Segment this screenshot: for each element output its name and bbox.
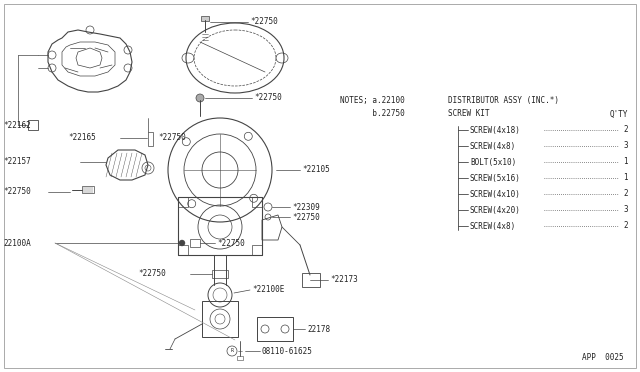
Text: *22165: *22165 (68, 134, 96, 142)
Text: SCREW(4x10): SCREW(4x10) (470, 189, 521, 199)
Text: 22100A: 22100A (3, 238, 31, 247)
Bar (82, 186, 94, 193)
Bar (202, 301, 238, 337)
Text: 2: 2 (623, 189, 628, 199)
Text: *22157: *22157 (3, 157, 31, 167)
Text: R: R (230, 349, 234, 353)
Text: NOTES; a.22100: NOTES; a.22100 (340, 96, 404, 105)
Bar (252, 197, 262, 207)
Bar (257, 317, 293, 341)
Text: *22750: *22750 (217, 238, 244, 247)
Text: 3: 3 (623, 205, 628, 215)
Text: Q'TY: Q'TY (609, 109, 628, 119)
Text: *22750: *22750 (138, 269, 166, 279)
Text: *22173: *22173 (330, 276, 358, 285)
Bar (190, 239, 200, 247)
Bar (178, 197, 262, 255)
Text: SCREW(4x20): SCREW(4x20) (470, 205, 521, 215)
Text: *22750: *22750 (250, 17, 278, 26)
Bar (252, 245, 262, 255)
Text: *22100E: *22100E (252, 285, 284, 295)
Text: *22309: *22309 (292, 202, 320, 212)
Text: SCREW(4x8): SCREW(4x8) (470, 141, 516, 151)
Text: *22750: *22750 (292, 212, 320, 221)
Text: BOLT(5x10): BOLT(5x10) (470, 157, 516, 167)
Bar (302, 273, 320, 287)
Text: SCREW KIT: SCREW KIT (448, 109, 490, 119)
Text: DISTRIBUTOR ASSY (INC.*): DISTRIBUTOR ASSY (INC.*) (448, 96, 559, 105)
Bar (178, 245, 188, 255)
Circle shape (196, 94, 204, 102)
Circle shape (179, 240, 185, 246)
Text: 08110-61625: 08110-61625 (262, 346, 313, 356)
Bar (148, 132, 153, 146)
Text: SCREW(5x16): SCREW(5x16) (470, 173, 521, 183)
Bar (178, 197, 188, 207)
Text: 1: 1 (623, 157, 628, 167)
Text: SCREW(4x18): SCREW(4x18) (470, 125, 521, 135)
Text: 22178: 22178 (307, 324, 330, 334)
Text: *22162: *22162 (3, 121, 31, 129)
Text: APP  0025: APP 0025 (582, 353, 624, 362)
Bar (28, 120, 38, 130)
Bar (201, 16, 209, 21)
Text: *22750: *22750 (158, 134, 186, 142)
Text: 2: 2 (623, 221, 628, 231)
Text: *22750: *22750 (254, 93, 282, 103)
Text: 1: 1 (623, 173, 628, 183)
Text: *22750: *22750 (3, 187, 31, 196)
Bar (212, 270, 228, 278)
Text: b.22750: b.22750 (340, 109, 404, 119)
Text: 3: 3 (623, 141, 628, 151)
Text: 2: 2 (623, 125, 628, 135)
Bar (237, 356, 243, 360)
Text: *22105: *22105 (302, 166, 330, 174)
Text: SCREW(4x8): SCREW(4x8) (470, 221, 516, 231)
